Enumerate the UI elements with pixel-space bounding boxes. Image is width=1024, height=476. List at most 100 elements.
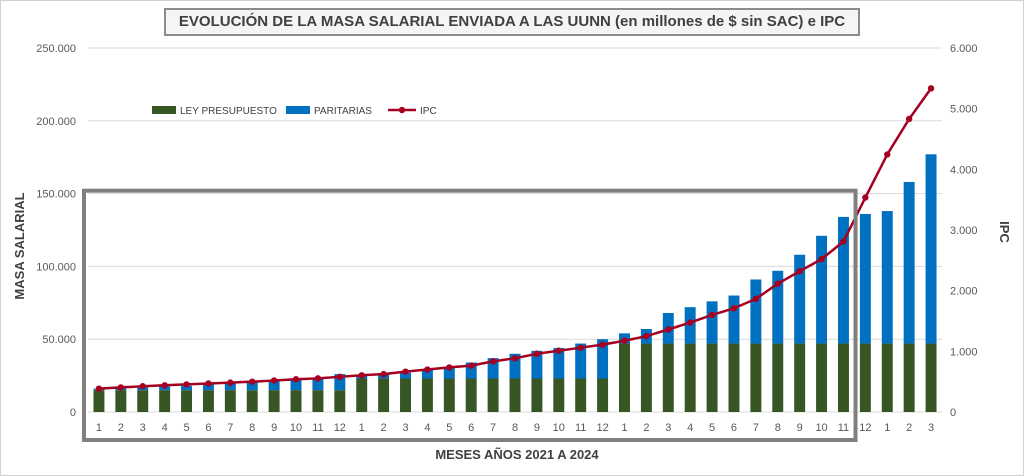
x-tick-label: 9 bbox=[534, 422, 540, 434]
bar-ley-presupuesto bbox=[662, 343, 674, 412]
bar-ley-presupuesto bbox=[619, 343, 630, 412]
x-tick-label: 8 bbox=[249, 422, 255, 434]
x-tick-label: 10 bbox=[815, 422, 827, 434]
ipc-point bbox=[424, 366, 431, 373]
ipc-point bbox=[905, 115, 913, 123]
ipc-point bbox=[336, 373, 344, 381]
legend-label: IPC bbox=[420, 106, 437, 117]
x-tick-label: 2 bbox=[381, 422, 387, 434]
bar-paritarias bbox=[859, 213, 871, 344]
bar-ley-presupuesto bbox=[903, 343, 915, 412]
bar-ley-presupuesto bbox=[531, 378, 543, 412]
ipc-point bbox=[380, 370, 387, 378]
bar-ley-presupuesto bbox=[640, 343, 652, 412]
bar-ley-presupuesto bbox=[684, 343, 696, 412]
y-axis-title: MASA SALARIAL bbox=[12, 192, 27, 299]
bar-ley-presupuesto bbox=[465, 378, 477, 412]
y-tick-labels: 0 50.000 100.000 150.000 200.000 250.000 bbox=[36, 43, 76, 419]
bar-ley-presupuesto bbox=[93, 390, 105, 412]
bar-paritarias bbox=[553, 347, 565, 379]
ipc-point bbox=[205, 380, 212, 387]
ipc-point bbox=[818, 255, 825, 263]
x-tick-label: 1 bbox=[96, 422, 102, 434]
bar-ley-presupuesto bbox=[378, 378, 390, 412]
bar-ley-presupuesto bbox=[816, 343, 828, 412]
bar-ley-presupuesto bbox=[312, 390, 324, 412]
x-tick-label: 3 bbox=[140, 422, 146, 434]
ipc-point bbox=[927, 85, 935, 92]
ipc-point bbox=[555, 347, 562, 354]
bar-ley-presupuesto bbox=[772, 343, 784, 412]
x-tick-label: 3 bbox=[402, 422, 408, 434]
x-tick-label: 5 bbox=[183, 422, 189, 434]
x-tick-label: 4 bbox=[687, 422, 693, 434]
bar-paritarias bbox=[706, 301, 718, 344]
ipc-point bbox=[577, 344, 584, 351]
ipc-point bbox=[314, 375, 322, 382]
x-tick-label: 7 bbox=[490, 422, 496, 434]
x-tick-label: 5 bbox=[709, 422, 715, 434]
x-tick-label: 1 bbox=[884, 422, 890, 434]
legend-label: PARITARIAS bbox=[314, 106, 372, 117]
bar-paritarias bbox=[509, 353, 521, 379]
ipc-point bbox=[774, 280, 781, 287]
bar-ley-presupuesto bbox=[202, 390, 214, 412]
x-tick-label: 11 bbox=[575, 422, 586, 434]
x-tick-label: 2 bbox=[118, 422, 124, 434]
y2-tick-label: 3.000 bbox=[950, 225, 978, 237]
ipc-point bbox=[468, 362, 475, 369]
bar-paritarias bbox=[881, 211, 893, 344]
x-tick-label: 10 bbox=[553, 422, 565, 434]
bar-paritarias bbox=[903, 181, 915, 344]
bar-paritarias bbox=[531, 350, 543, 379]
x-tick-label: 11 bbox=[312, 422, 323, 434]
y2-tick-label: 6.000 bbox=[950, 43, 978, 55]
ipc-point bbox=[489, 358, 497, 365]
x-tick-labels: 1 2 3 4 5 6 7 8 9 10 11 12 1 2 3 4 5 6 7 8 9 10 11 12 1 2 3 4 5 6 7 8 9 1… bbox=[96, 422, 934, 434]
ipc-point bbox=[117, 384, 125, 391]
bar-paritarias bbox=[181, 385, 193, 391]
y2-tick-label: 2.000 bbox=[950, 286, 978, 298]
bar-ley-presupuesto bbox=[290, 390, 302, 412]
bar-paritarias bbox=[816, 235, 828, 344]
y2-tick-label: 0 bbox=[950, 407, 956, 419]
x-tick-label: 1 bbox=[621, 422, 627, 434]
legend-label: LEY PRESUPUESTO bbox=[180, 106, 277, 117]
bar-ley-presupuesto bbox=[115, 390, 127, 412]
x-axis-title: MESES AÑOS 2021 A 2024 bbox=[435, 447, 599, 462]
y-tick-label: 50.000 bbox=[42, 334, 76, 346]
x-tick-label: 10 bbox=[290, 422, 302, 434]
bar-paritarias bbox=[202, 384, 214, 391]
ipc-point bbox=[708, 311, 716, 319]
bar-ley-presupuesto bbox=[224, 390, 236, 412]
bar-ley-presupuesto bbox=[137, 390, 149, 412]
ipc-point bbox=[599, 341, 606, 348]
ipc-point bbox=[402, 368, 409, 375]
bar-paritarias bbox=[290, 379, 302, 391]
bar-paritarias bbox=[400, 372, 411, 379]
ipc-point bbox=[884, 151, 891, 158]
bar-ley-presupuesto bbox=[794, 343, 806, 412]
bar-ley-presupuesto bbox=[553, 378, 565, 412]
bar-ley-presupuesto bbox=[268, 390, 280, 412]
legend-swatch bbox=[152, 106, 176, 114]
y-tick-label: 250.000 bbox=[36, 43, 76, 55]
bar-paritarias bbox=[487, 358, 499, 379]
legend: LEY PRESUPUESTO PARITARIAS IPC bbox=[152, 106, 437, 117]
y-tick-label: 200.000 bbox=[36, 116, 76, 128]
ipc-point bbox=[862, 194, 869, 201]
x-tick-label: 4 bbox=[162, 422, 168, 434]
ipc-point bbox=[665, 326, 672, 333]
bar-paritarias bbox=[772, 270, 784, 344]
y2-tick-labels: 0 1.000 2.000 3.000 4.000 5.000 6.000 bbox=[950, 43, 978, 419]
bar-ley-presupuesto bbox=[925, 343, 937, 412]
x-tick-label: 7 bbox=[753, 422, 759, 434]
bar-paritarias bbox=[925, 154, 937, 344]
ipc-point bbox=[227, 379, 234, 386]
x-tick-label: 11 bbox=[838, 422, 849, 434]
y-tick-label: 0 bbox=[70, 407, 76, 419]
bar-paritarias bbox=[837, 216, 849, 344]
x-tick-label: 6 bbox=[468, 422, 474, 434]
bar-ley-presupuesto bbox=[837, 343, 849, 412]
